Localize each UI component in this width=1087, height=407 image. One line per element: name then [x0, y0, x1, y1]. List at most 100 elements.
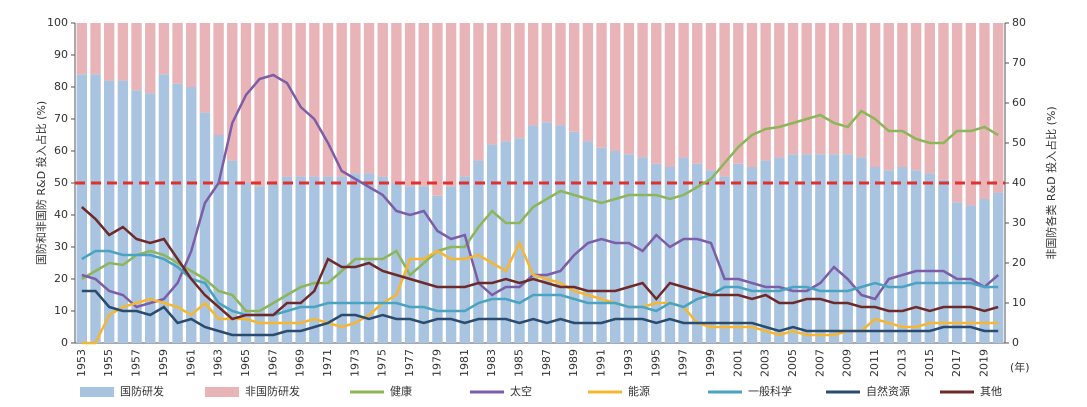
legend-label: 能源 — [628, 384, 650, 398]
legend-swatch — [80, 387, 114, 397]
bar — [363, 23, 375, 174]
x-tick-label: 2019 — [977, 349, 990, 377]
bar — [801, 23, 812, 155]
bar — [869, 23, 881, 167]
bar — [418, 23, 429, 187]
legend-label: 其他 — [980, 385, 1002, 398]
bar — [391, 183, 402, 343]
x-tick-label: 1963 — [212, 349, 225, 377]
y-tick-label: 60 — [54, 144, 68, 157]
bar — [992, 192, 1004, 343]
x-tick-label: 1997 — [677, 349, 690, 377]
bar — [828, 23, 840, 155]
bar — [610, 23, 621, 151]
x-tick-label: 1975 — [376, 349, 389, 377]
x-tick-label: 1979 — [430, 349, 443, 377]
x-tick-label: 1993 — [622, 349, 635, 377]
bar — [268, 23, 279, 183]
bar — [938, 23, 949, 180]
bar — [145, 23, 156, 94]
bar — [951, 202, 963, 343]
bar — [787, 23, 799, 155]
x-tick-label: 1957 — [130, 349, 143, 377]
bar — [678, 157, 689, 343]
bar — [938, 179, 949, 343]
x-tick-label: 1971 — [321, 349, 334, 377]
line-series — [80, 206, 999, 321]
bar — [281, 176, 293, 343]
bar — [486, 144, 498, 343]
bar — [733, 163, 744, 343]
y2-tick-label: 50 — [1012, 136, 1026, 149]
bar — [568, 131, 580, 343]
bar — [760, 160, 771, 343]
x-tick-label: 1967 — [266, 349, 279, 377]
bar — [336, 23, 347, 177]
line-series — [81, 289, 999, 337]
line-series — [81, 249, 999, 317]
y2-tick-label: 70 — [1012, 56, 1026, 69]
bar — [760, 23, 771, 161]
bar — [377, 23, 388, 177]
bar — [910, 170, 922, 343]
bar — [103, 80, 115, 343]
bar — [186, 87, 197, 343]
x-tick-label: 1985 — [512, 349, 525, 377]
bar — [240, 183, 252, 343]
bar — [746, 23, 758, 167]
bar — [856, 23, 867, 158]
bar — [254, 186, 265, 343]
legend-label: 健康 — [390, 384, 412, 398]
bar — [719, 176, 730, 343]
bar — [733, 23, 744, 164]
bar — [514, 23, 525, 139]
bar — [541, 23, 553, 123]
x-tick-label: 1989 — [567, 349, 580, 377]
bar — [719, 23, 730, 177]
bar — [227, 23, 238, 161]
bar — [582, 23, 594, 142]
bar — [391, 23, 402, 183]
bar — [90, 74, 101, 343]
bar — [664, 23, 676, 167]
y2-tick-label: 80 — [1012, 16, 1026, 29]
bar — [705, 170, 717, 343]
bar — [651, 23, 662, 164]
bar — [774, 157, 785, 343]
bar — [815, 23, 826, 155]
bar — [445, 23, 457, 187]
bar — [486, 23, 498, 145]
bar — [103, 23, 115, 81]
bar — [131, 90, 142, 343]
bar — [295, 23, 306, 177]
legend-label: 自然资源 — [866, 384, 910, 398]
y-tick-label: 10 — [54, 304, 68, 317]
x-tick-label: 1959 — [157, 349, 170, 377]
bar — [883, 23, 894, 171]
bar — [815, 154, 826, 343]
bar — [979, 199, 990, 343]
bar — [555, 125, 566, 344]
bar — [705, 23, 717, 171]
bar — [610, 151, 621, 343]
legend-label: 国防研发 — [120, 384, 164, 398]
x-tick-label: 2005 — [786, 349, 799, 377]
bar — [131, 23, 142, 91]
y-tick-label: 70 — [54, 112, 68, 125]
bar — [432, 195, 443, 343]
bar — [965, 23, 977, 206]
bar — [500, 23, 512, 142]
bar — [309, 23, 320, 177]
bar — [965, 205, 977, 343]
bar — [637, 23, 648, 158]
bar — [897, 167, 908, 343]
bar — [979, 23, 990, 199]
bar — [322, 23, 334, 177]
bar — [199, 112, 211, 343]
legend-swatch — [205, 387, 239, 397]
x-tick-label: 2001 — [731, 349, 744, 377]
legend-label: 非国防研发 — [245, 384, 300, 398]
bar — [473, 160, 484, 343]
bar — [801, 154, 812, 343]
